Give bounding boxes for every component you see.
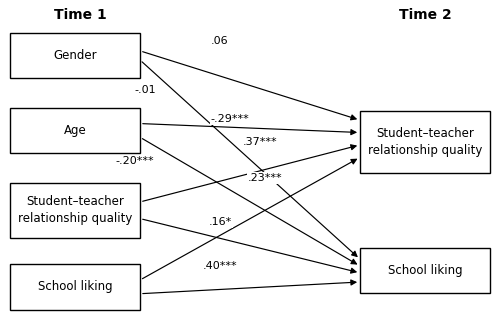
Text: Time 2: Time 2 — [398, 8, 452, 22]
Bar — [360, 111, 490, 173]
Bar — [360, 248, 490, 293]
Bar — [10, 33, 140, 78]
Text: .23***: .23*** — [248, 173, 282, 183]
Bar — [10, 264, 140, 310]
Text: -.29***: -.29*** — [210, 114, 250, 124]
Text: Age: Age — [64, 124, 86, 137]
Bar — [10, 183, 140, 238]
Text: .06: .06 — [211, 36, 229, 46]
Text: Gender: Gender — [53, 49, 97, 62]
Text: -.01: -.01 — [134, 85, 156, 95]
Text: .37***: .37*** — [242, 137, 278, 147]
Text: School liking: School liking — [388, 264, 462, 277]
Text: .16*: .16* — [208, 217, 232, 227]
Text: School liking: School liking — [38, 280, 113, 293]
Bar — [10, 108, 140, 153]
Text: .40***: .40*** — [202, 261, 237, 271]
Text: -.20***: -.20*** — [116, 156, 154, 166]
Text: Student–teacher
relationship quality: Student–teacher relationship quality — [368, 127, 482, 157]
Text: Time 1: Time 1 — [54, 8, 106, 22]
Text: Student–teacher
relationship quality: Student–teacher relationship quality — [18, 195, 132, 225]
